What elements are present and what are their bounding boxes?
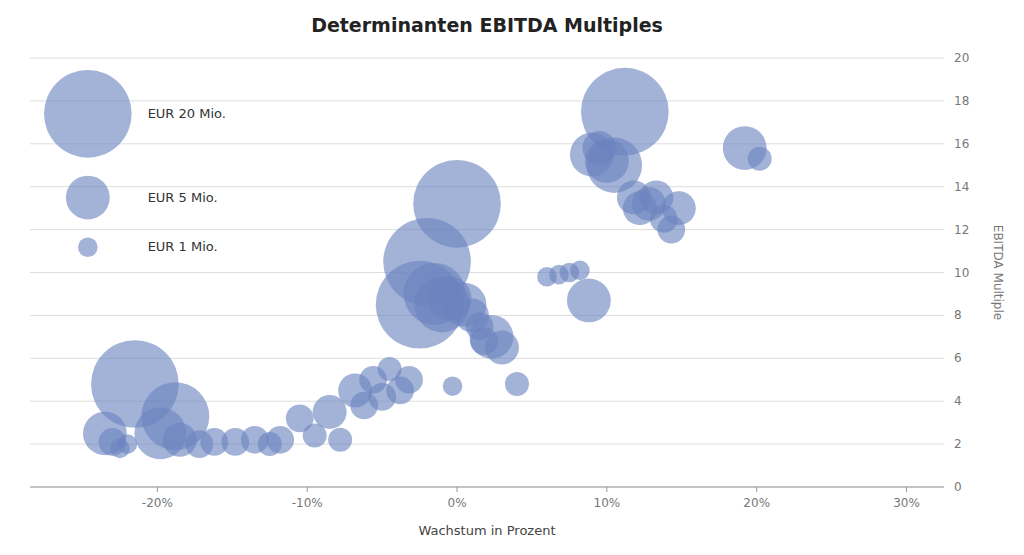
y-tick-label: 2 (954, 437, 962, 451)
chart: Determinanten EBITDA Multiples 0 2 4 6 8 10 12 1… (0, 0, 1024, 555)
y-tick-label: 4 (954, 394, 962, 408)
title: Determinanten EBITDA Multiples (311, 14, 663, 36)
bubble (266, 426, 294, 454)
bubble (748, 147, 772, 171)
bubble (328, 428, 352, 452)
legend-swatch (66, 176, 110, 220)
x-tick-label: -20% (142, 496, 173, 510)
x-tick-label: 30% (893, 496, 920, 510)
x-axis-label: Wachstum in Prozent (418, 523, 555, 538)
bubble (443, 376, 463, 396)
legend: EUR 20 Mio. EUR 5 Mio. EUR 1 Mio. (44, 70, 226, 257)
legend-label: EUR 5 Mio. (148, 190, 218, 205)
bubble (662, 191, 696, 225)
x-tick (307, 487, 308, 492)
y-tick-label: 12 (954, 223, 969, 237)
legend-swatch (78, 237, 98, 257)
bubble (118, 434, 138, 454)
grid-line (30, 58, 944, 59)
bubble (413, 160, 501, 248)
bubble (567, 278, 611, 322)
y-tick-label: 14 (954, 180, 969, 194)
grid (30, 58, 944, 487)
x-axis-line (30, 487, 944, 488)
legend-label: EUR 1 Mio. (148, 239, 218, 254)
x-tick (457, 487, 458, 492)
grid-line (30, 100, 944, 101)
x-tick (606, 487, 607, 492)
bubble (395, 366, 423, 394)
grid-line (30, 143, 944, 144)
y-axis-label: EBITDA Multiple (991, 225, 1005, 320)
bubble (485, 331, 519, 365)
bubbles (83, 68, 772, 460)
x-tick (756, 487, 757, 492)
grid-line (30, 487, 944, 488)
bubble (570, 261, 590, 281)
x-tick-label: 0% (448, 496, 467, 510)
x-tick-label: 10% (594, 496, 621, 510)
x-tick (906, 487, 907, 492)
bubble (581, 68, 669, 156)
y-tick-label: 18 (954, 94, 969, 108)
y-tick-label: 0 (954, 480, 962, 494)
grid-line (30, 272, 944, 273)
x-tick (157, 487, 158, 492)
x-tick-label: 20% (743, 496, 770, 510)
legend-label: EUR 20 Mio. (148, 106, 226, 121)
legend-swatch (44, 70, 132, 158)
x-tick-label: -10% (292, 496, 323, 510)
y-tick-label: 10 (954, 266, 969, 280)
bubble (505, 372, 529, 396)
y-tick-label: 16 (954, 137, 969, 151)
y-tick-label: 6 (954, 351, 962, 365)
y-tick-label: 20 (954, 51, 969, 65)
y-tick-label: 8 (954, 308, 962, 322)
